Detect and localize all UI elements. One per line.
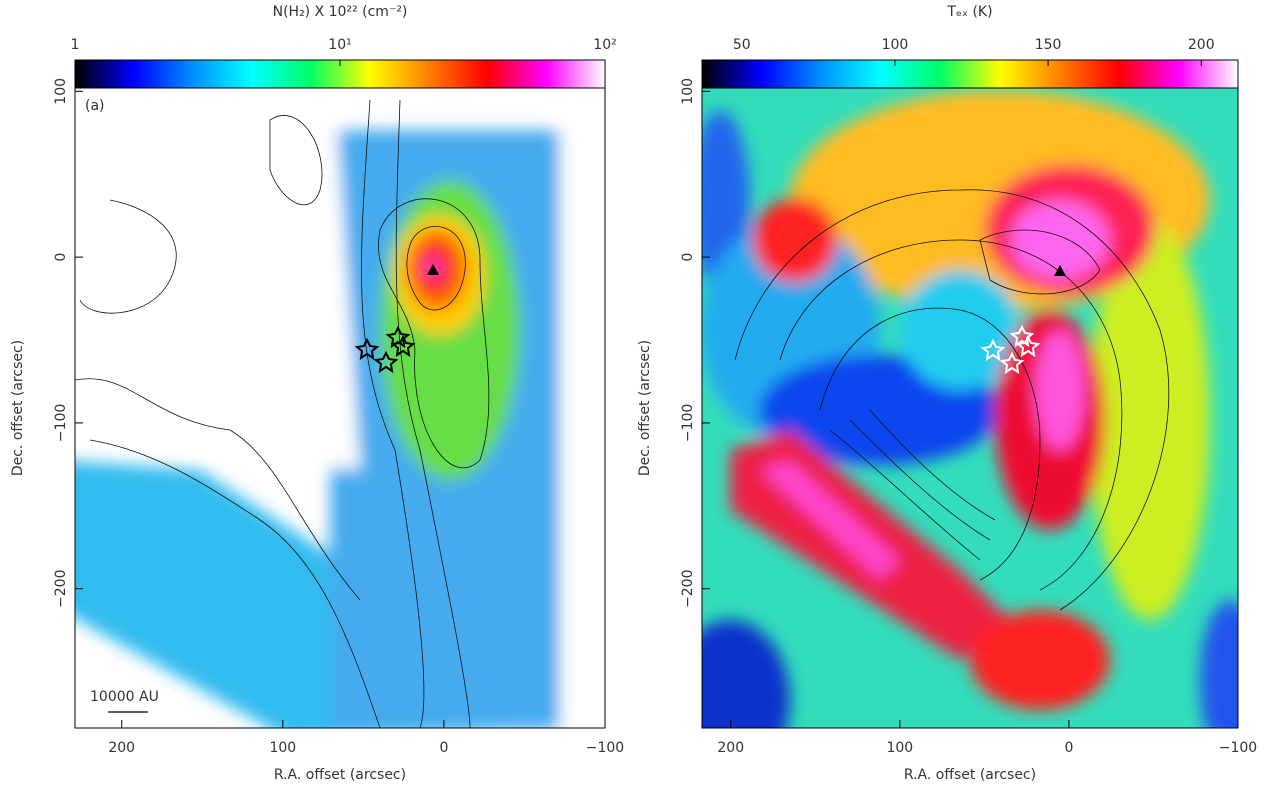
column-density-map xyxy=(75,88,605,728)
x-tick-label: 100 xyxy=(886,740,913,756)
colorbar-tick-label: 50 xyxy=(733,37,751,53)
y-tick-label: −200 xyxy=(680,569,696,607)
y-tick-label: 0 xyxy=(53,253,69,262)
x-tick-label: 200 xyxy=(108,740,135,756)
excitation-temperature-map xyxy=(702,88,1238,728)
plot-frame xyxy=(701,87,1239,729)
y-tick-label: −100 xyxy=(53,404,69,442)
panel-annotation: (a) xyxy=(85,98,105,114)
x-tick-label: 100 xyxy=(269,740,296,756)
y-tick-label: 100 xyxy=(680,78,696,105)
colorbar-label: N(H₂) X 10²² (cm⁻²) xyxy=(273,4,408,20)
x-tick-label: 200 xyxy=(717,740,744,756)
x-tick-label: 0 xyxy=(439,740,448,756)
y-tick-label: −100 xyxy=(680,404,696,442)
x-axis-label: R.A. offset (arcsec) xyxy=(274,767,406,783)
colorbar-tick-label: 200 xyxy=(1188,37,1215,53)
colorbar-tick-label: 1 xyxy=(71,37,80,53)
y-tick-label: 0 xyxy=(680,253,696,262)
scale-bar-label: 10000 AU xyxy=(90,689,159,705)
colorbar-tick-label: 10² xyxy=(593,37,616,53)
colorbar-label: Tₑₓ (K) xyxy=(946,4,992,20)
y-axis-label: Dec. offset (arcsec) xyxy=(637,340,653,476)
colorbar xyxy=(701,59,1239,89)
y-tick-label: −200 xyxy=(53,569,69,607)
colorbar-tick-label: 10¹ xyxy=(328,37,351,53)
x-tick-label: −100 xyxy=(586,740,624,756)
y-tick-label: 100 xyxy=(53,78,69,105)
x-tick-label: 0 xyxy=(1064,740,1073,756)
colorbar-tick-label: 100 xyxy=(882,37,909,53)
x-tick-label: −100 xyxy=(1219,740,1257,756)
x-axis-label: R.A. offset (arcsec) xyxy=(904,767,1036,783)
y-axis-label: Dec. offset (arcsec) xyxy=(10,340,26,476)
colorbar-tick-label: 150 xyxy=(1035,37,1062,53)
plot-frame xyxy=(74,87,606,729)
